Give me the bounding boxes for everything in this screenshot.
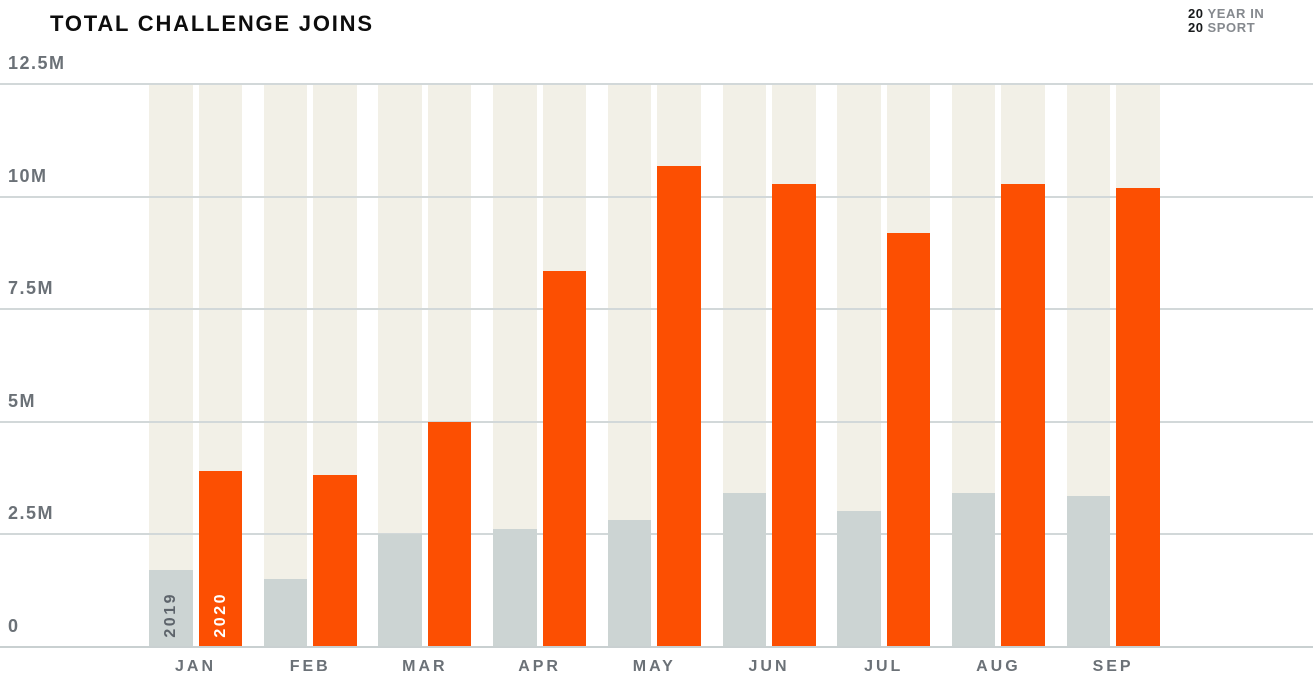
bar-2020-may	[657, 165, 701, 646]
y-axis-tick-label: 0	[8, 616, 20, 636]
bar-2020-apr	[542, 271, 587, 646]
gridline	[0, 308, 1313, 311]
y-axis-tick-label: 12.5M	[8, 53, 66, 73]
bar-2019-jun	[722, 493, 766, 646]
x-axis-baseline	[0, 646, 1313, 648]
bar-group-jun: JUN	[722, 83, 816, 675]
bar-group-sep: SEP	[1066, 83, 1160, 675]
bar-group-mar: MAR	[378, 83, 472, 675]
year-in-sport-badge: 20 YEAR IN 20 SPORT	[1188, 7, 1264, 35]
x-axis-label-jan: JAN	[174, 658, 216, 675]
bar-2019-jul	[837, 511, 881, 646]
bar-2019-apr	[493, 529, 537, 646]
bar-2019-aug	[951, 493, 996, 646]
gridline	[0, 195, 1313, 198]
badge-line-1: 20 YEAR IN	[1188, 7, 1264, 21]
bar-2020-sep	[1116, 188, 1160, 646]
bar-group-feb: FEB	[263, 83, 357, 675]
y-axis-tick-label: 2.5M	[8, 503, 55, 524]
y-axis-tick-label: 10M	[8, 165, 48, 186]
bar-2019-feb	[263, 578, 308, 646]
bar-2020-feb	[313, 475, 357, 646]
badge-year-digits: 20	[1188, 20, 1204, 35]
x-axis-label-mar: MAR	[402, 658, 448, 675]
bar-group-jul: JUL	[837, 83, 931, 675]
y-axis-tick-label: 7.5M	[8, 278, 55, 299]
bar-2019-jan: 2019	[149, 569, 193, 646]
bar-group-may: MAY	[607, 83, 701, 675]
x-axis-label-jul: JUL	[864, 658, 904, 675]
x-axis-label-feb: FEB	[289, 658, 331, 675]
bar-2020-mar	[427, 421, 472, 646]
x-axis-label-apr: APR	[518, 658, 561, 675]
bar-2020-jul	[886, 233, 931, 646]
bar-2019-sep	[1066, 495, 1111, 646]
bar-2020-jun	[772, 183, 816, 646]
bar-group-jan: 2019 2020 JAN	[149, 83, 242, 675]
bar-2020-aug	[1001, 183, 1045, 646]
bar-2019-mar	[378, 533, 422, 646]
gridline	[0, 83, 1313, 85]
x-axis-label-may: MAY	[632, 658, 676, 675]
plot-area: 12.5M 10M 7.5M 5M 2.5M 0 2019 2020 JAN FEB MAR APR M…	[0, 53, 1313, 675]
badge-year-digits: 20	[1188, 6, 1204, 21]
badge-label-sport: SPORT	[1207, 20, 1256, 35]
series-label-2019: 2019	[161, 592, 179, 638]
gridline	[0, 420, 1313, 423]
chart-title: TOTAL CHALLENGE JOINS	[50, 11, 374, 36]
badge-line-2: 20 SPORT	[1188, 21, 1264, 35]
bar-2020-jan: 2020	[198, 470, 242, 646]
bar-group-apr: APR	[493, 83, 587, 675]
badge-label-year-in: YEAR IN	[1207, 6, 1265, 21]
y-axis-tick-label: 5M	[8, 390, 37, 411]
bar-backdrop	[149, 85, 193, 646]
x-axis-label-sep: SEP	[1092, 658, 1134, 675]
series-label-2020: 2020	[211, 592, 229, 638]
bar-2019-may	[607, 520, 652, 646]
bar-backdrop	[263, 85, 308, 646]
bar-group-aug: AUG	[951, 83, 1045, 675]
x-axis-label-aug: AUG	[976, 658, 1021, 675]
x-axis-label-jun: JUN	[748, 658, 790, 675]
gridline	[0, 533, 1313, 536]
